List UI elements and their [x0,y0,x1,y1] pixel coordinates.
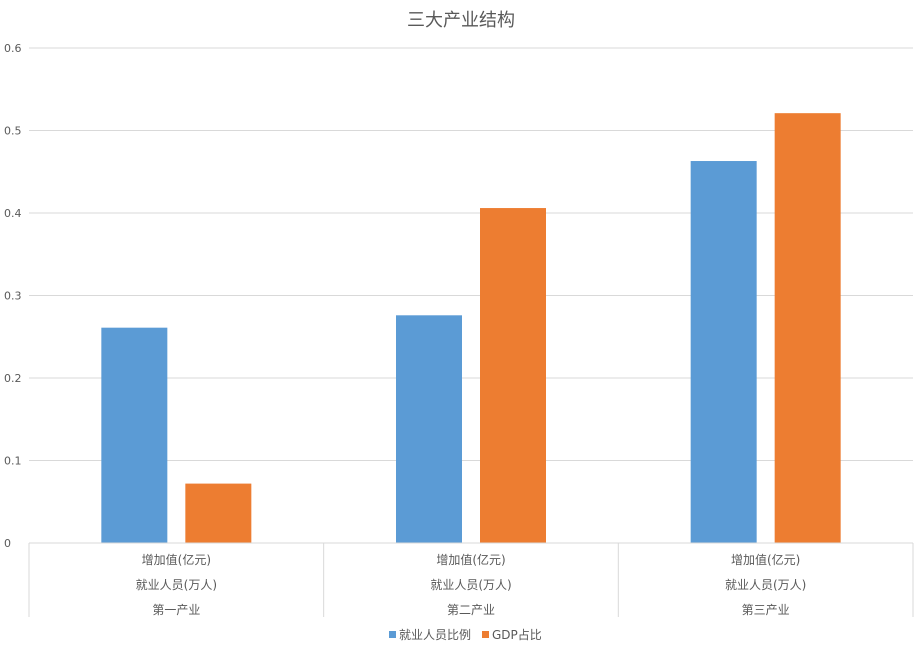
y-tick-label: 0.2 [4,372,22,385]
bar-gdp [774,113,841,544]
category-row-label: 增加值(亿元) [731,552,800,567]
category-row-label: 就业人员(万人) [725,578,806,592]
y-tick-label: 0.6 [4,42,22,55]
chart-title: 三大产业结构 [407,10,515,31]
legend-swatch [482,631,489,638]
category-label: 第三产业 [742,603,790,617]
bar-employment [690,161,757,543]
legend-label: GDP占比 [492,627,542,642]
y-axis-ticks: 0 0.1 0.2 0.3 0.4 0.5 0.6 [4,42,22,550]
category-axis: 增加值(亿元) 就业人员(万人) 第一产业 增加值(亿元) 就业人员(万人) 第二产业 增加… [28,542,914,617]
category-row-label: 就业人员(万人) [430,578,511,592]
y-tick-label: 0.1 [4,455,22,468]
legend-swatch [389,631,396,638]
gridlines [29,47,913,461]
category-row-label: 就业人员(万人) [136,578,217,592]
category-label: 第一产业 [152,603,200,617]
y-tick-label: 0.5 [4,125,22,138]
category-row-label: 增加值(亿元) [436,552,505,567]
bar-gdp [480,208,546,544]
legend: 就业人员比例 GDP占比 [389,627,542,642]
y-tick-label: 0.3 [4,290,22,303]
bars [101,113,841,544]
y-tick-label: 0.4 [4,207,22,220]
bar-employment [396,315,462,543]
category-label: 第二产业 [447,603,495,617]
y-tick-label: 0 [4,537,11,550]
bar-gdp [185,483,252,543]
category-row-label: 增加值(亿元) [142,552,211,567]
legend-label: 就业人员比例 [399,628,471,642]
bar-employment [101,327,168,543]
